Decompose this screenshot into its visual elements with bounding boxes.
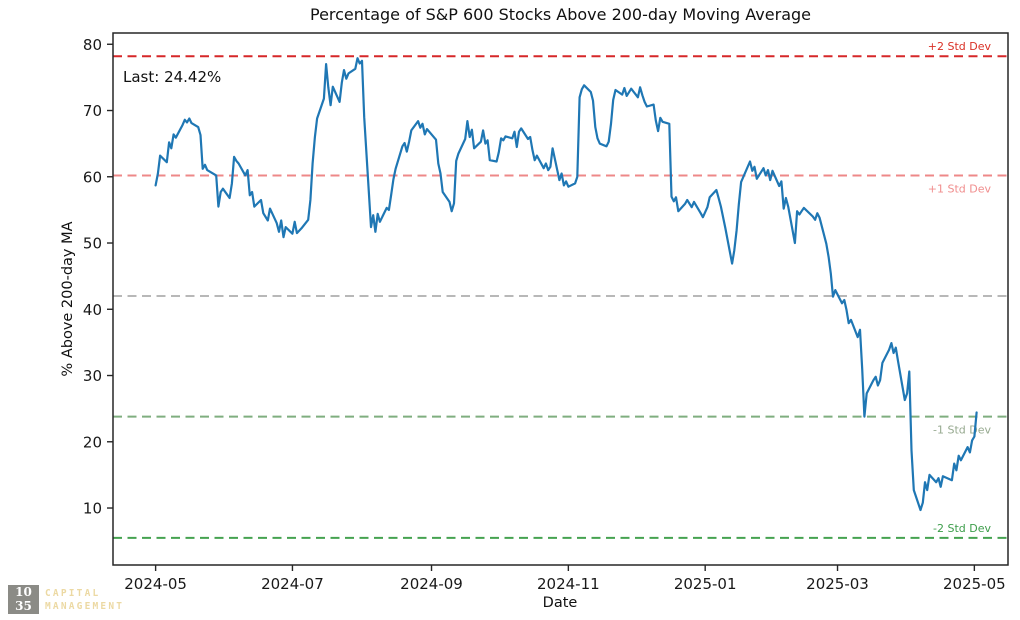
y-tick-label: 70 (83, 102, 102, 120)
x-tick-label: 2025-05 (943, 575, 1006, 593)
series-line (154, 57, 978, 512)
x-tick-label: 2024-09 (400, 575, 463, 593)
y-tick-label: 80 (83, 36, 102, 54)
x-tick-label: 2024-11 (537, 575, 600, 593)
std-line-label-plus-1-std: +1 Std Dev (928, 182, 992, 195)
y-tick-label: 50 (83, 235, 102, 253)
watermark: 10 35 CAPITAL MANAGEMENT (8, 585, 124, 614)
plot-border (112, 32, 1009, 566)
std-line-label-minus-2-std: -2 Std Dev (933, 522, 991, 535)
y-tick-label: 30 (83, 367, 102, 385)
x-tick-label: 2024-07 (261, 575, 324, 593)
x-tick-label: 2025-03 (806, 575, 869, 593)
y-tick-label: 10 (83, 500, 102, 518)
watermark-number-bottom: 35 (15, 598, 32, 613)
std-line-label-plus-2-std: +2 Std Dev (928, 40, 992, 53)
watermark-word-management: MANAGEMENT (45, 601, 125, 612)
watermark-number-top: 10 (15, 585, 32, 599)
std-line-label-minus-1-std: -1 Std Dev (933, 424, 991, 437)
x-tick-label: 2024-05 (124, 575, 187, 593)
x-axis-title: Date (542, 595, 578, 611)
watermark-word-capital: CAPITAL (45, 588, 101, 599)
last-value-annotation: Last: 24.42% (123, 68, 222, 86)
chart-title: Percentage of S&P 600 Stocks Above 200-d… (309, 5, 811, 24)
y-tick-label: 20 (83, 433, 102, 451)
watermark-logo: 10 35 (8, 585, 39, 614)
y-axis-title: % Above 200-day MA (60, 221, 76, 377)
y-tick-label: 40 (83, 301, 102, 319)
y-tick-label: 60 (83, 168, 102, 186)
watermark-words: CAPITAL MANAGEMENT (45, 587, 124, 613)
x-tick-label: 2025-01 (674, 575, 737, 593)
